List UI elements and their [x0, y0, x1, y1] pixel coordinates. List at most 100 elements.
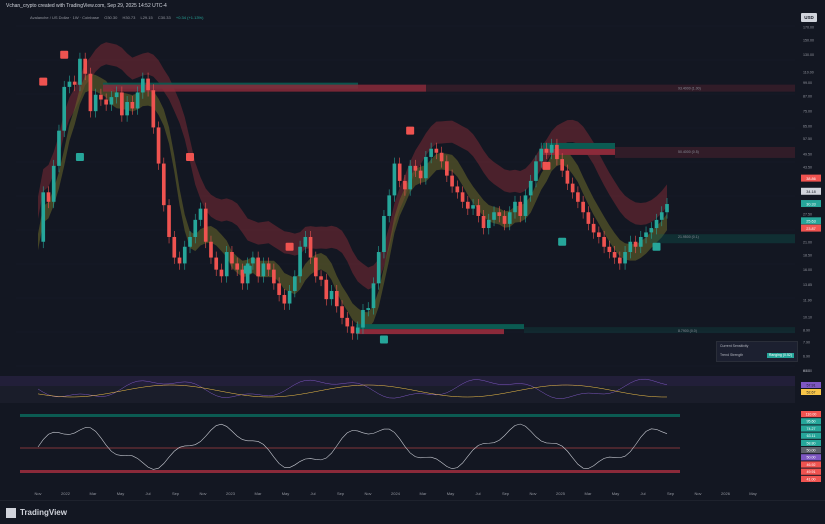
- candle-body: [193, 219, 198, 237]
- time-tick-label: Mar: [420, 491, 428, 496]
- candle-body: [450, 175, 454, 187]
- price-tag-label: 23.87: [806, 227, 816, 231]
- candle-body: [303, 236, 308, 247]
- candle-body: [67, 81, 72, 87]
- candle-body: [539, 148, 544, 162]
- time-tick-label: May: [612, 491, 620, 496]
- candle-body: [486, 219, 491, 229]
- sell-signal-icon: [285, 242, 294, 251]
- symbol-row: Avalanche / US Dollar · 1W · Coinbase O3…: [30, 13, 207, 23]
- oscillator-2-tag-label: 49.91: [807, 470, 816, 474]
- support-zone: [650, 234, 796, 244]
- candle-body: [172, 236, 177, 258]
- candle-body: [570, 183, 575, 193]
- candle-body: [203, 208, 208, 242]
- oscillator-2-tag: [801, 454, 821, 461]
- candle-body: [513, 201, 517, 213]
- price-pane-bg: [0, 26, 825, 376]
- fib-level-label: 8.7900 (0.0): [678, 329, 697, 333]
- oscillator-2-tag-label: 110.00: [806, 413, 817, 417]
- oscillator-1-tag: [801, 389, 821, 395]
- oscillator-2-tag: [801, 461, 821, 468]
- ohlc-open: O30.30: [104, 15, 118, 20]
- candle-body: [93, 94, 98, 112]
- time-tick-label: May: [447, 491, 455, 496]
- candle-body: [460, 192, 465, 202]
- supply-zone-red: [103, 84, 426, 92]
- price-tick-label: 75.00: [803, 110, 812, 114]
- candle-body: [198, 208, 203, 220]
- supply-zone-extension: [426, 84, 796, 92]
- price-axis[interactable]: 170.00 150.00 130.00 110.00 99.00 87.00 75.00 6…: [795, 26, 825, 373]
- time-tick-label: 2023: [226, 491, 236, 496]
- mid-zone-red: [543, 148, 615, 155]
- candle-body: [481, 215, 486, 229]
- fib-level-label: 93.4000 (1.00): [678, 87, 701, 91]
- legend-row-trend: Trend Strength Ranging (0.52): [717, 351, 797, 360]
- time-tick-label: Jul: [145, 491, 150, 496]
- time-tick-label: Jul: [475, 491, 480, 496]
- oscillator-2-tag-label: 46.92: [807, 463, 816, 467]
- oscillator-1-band: [0, 376, 795, 386]
- time-tick-label: Nov: [34, 491, 41, 496]
- candle-body: [403, 180, 407, 190]
- candle-body: [555, 144, 559, 160]
- candle-body: [188, 236, 192, 247]
- price-tick-label: 10.10: [803, 315, 812, 319]
- oscillator-pane-1: 80.00 57.91 52.67: [0, 369, 821, 403]
- price-tick-label: 99.00: [803, 81, 812, 85]
- sell-signal-icon: [542, 161, 551, 170]
- candle-body: [120, 92, 124, 116]
- candle-body: [345, 317, 350, 327]
- time-tick-label: Mar: [90, 491, 98, 496]
- price-chart-svg[interactable]: 170.00 150.00 130.00 110.00 99.00 87.00 75.00 6…: [0, 0, 825, 500]
- buy-signal-icon: [558, 237, 567, 246]
- price-tag-label: 34.18: [806, 190, 816, 194]
- candle-body: [272, 269, 276, 284]
- candle-body: [355, 327, 360, 334]
- candle-body: [628, 241, 633, 253]
- candle-body: [140, 78, 145, 93]
- demand-zone-red: [356, 329, 504, 335]
- legend-label-sensitivity: Current Sensitivity: [720, 344, 749, 348]
- time-tick-label: 2026: [721, 491, 731, 496]
- price-tick-label: 170.00: [803, 26, 814, 30]
- oscillator-2-tag-label: 50.00: [807, 456, 816, 460]
- oscillator-1-line: [37, 378, 668, 399]
- price-tag-label: 25.63: [806, 220, 816, 224]
- time-tick-label: Sep: [337, 491, 345, 496]
- oscillator-2-tag: [801, 439, 821, 446]
- candle-body: [57, 130, 61, 166]
- sell-signal-icon: [60, 50, 69, 59]
- symbol-name[interactable]: Avalanche / US Dollar · 1W · Coinbase: [30, 15, 100, 20]
- currency-badge[interactable]: USD: [801, 13, 817, 22]
- candle-body: [41, 192, 46, 242]
- oscillator-2-tag-label: 41.00: [807, 477, 816, 481]
- time-axis[interactable]: Nov 2022 Mar May Jul Sep Nov 2023 Mar May Jul Sep No…: [34, 491, 756, 496]
- candle-body: [476, 205, 481, 216]
- oscillator-2-tag-label: 50.00: [807, 449, 816, 453]
- candle-body: [659, 212, 664, 220]
- oscillator-1-tag-label: 57.91: [807, 383, 816, 387]
- price-tick-label: 49.50: [803, 152, 812, 156]
- price-tag: [801, 217, 821, 225]
- candle-body: [72, 81, 77, 85]
- candle-body: [565, 170, 570, 184]
- candle-body: [361, 309, 365, 328]
- candle-body: [397, 163, 402, 181]
- candle-body: [366, 308, 371, 310]
- time-tick-label: 2024: [391, 491, 401, 496]
- candle-body: [597, 232, 601, 237]
- oscillator-2-tag-label: 95.60: [807, 420, 816, 424]
- candle-body: [518, 201, 523, 216]
- candle-body: [471, 205, 475, 209]
- candle-body: [507, 212, 512, 224]
- candle-body: [612, 252, 617, 258]
- sell-signal-icon: [186, 152, 195, 161]
- candle-body: [313, 257, 318, 277]
- oscillator-2-bg: [0, 408, 795, 480]
- oscillator-2-tag: [801, 468, 821, 475]
- time-tick-label: May: [749, 491, 757, 496]
- oscillator-2-tag: [801, 432, 821, 439]
- candle-body: [209, 241, 213, 258]
